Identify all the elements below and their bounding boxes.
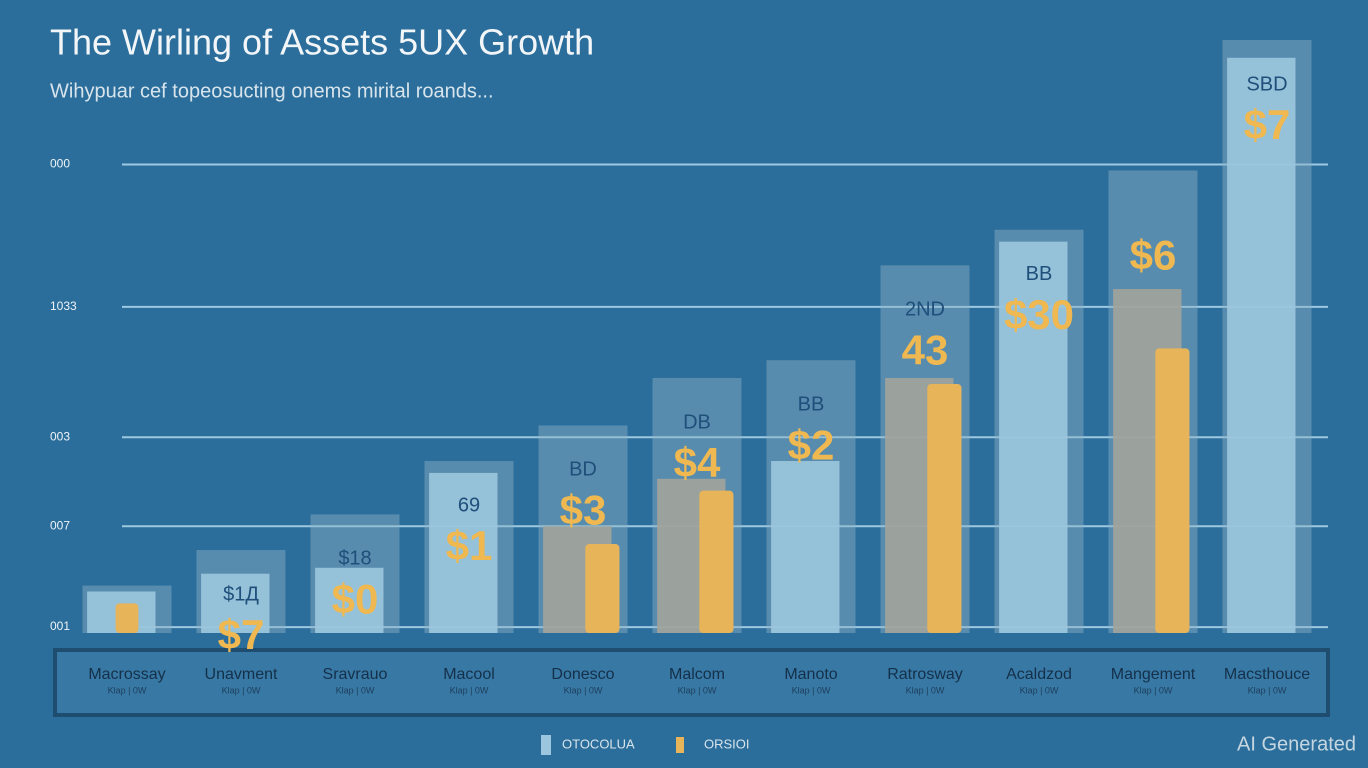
big-label: $30: [1004, 291, 1074, 338]
small-label: $1Д: [223, 583, 259, 605]
small-label: BB: [798, 394, 825, 416]
y-tick-label: 000: [50, 157, 70, 171]
small-label: $18: [338, 548, 371, 570]
x-tick-label: Malcom: [669, 666, 725, 683]
front-bar: [1227, 57, 1296, 634]
category-note: Klap | 0W: [108, 685, 147, 695]
x-tick-label: Sravrauo: [323, 666, 388, 683]
front-bar: [315, 567, 384, 633]
x-tick-label: Manoto: [784, 666, 837, 683]
x-tick-label: Donesco: [551, 666, 614, 683]
y-tick-label: 1033: [50, 299, 77, 313]
small-label: BB: [1026, 263, 1053, 285]
big-label: $4: [674, 439, 721, 486]
y-tick-label: 003: [50, 429, 70, 443]
category-note: Klap | 0W: [336, 685, 375, 695]
front-bar: [999, 241, 1068, 633]
category-note: Klap | 0W: [1020, 685, 1059, 695]
big-label: $7: [218, 611, 265, 658]
x-tick-label: Macrossay: [88, 666, 165, 683]
big-label: 43: [902, 326, 949, 373]
small-label: 69: [458, 494, 480, 516]
category-note: Klap | 0W: [1248, 685, 1287, 695]
legend-label: ORSIOI: [704, 736, 750, 751]
category-panel: [53, 648, 1330, 717]
x-tick-label: Acaldzod: [1006, 666, 1072, 683]
x-tick-label: Unavment: [205, 666, 278, 683]
watermark: AI Generated: [1237, 733, 1356, 755]
y-tick-label: 001: [50, 619, 70, 633]
x-tick-label: Mangement: [1111, 666, 1196, 683]
category-note: Klap | 0W: [450, 685, 489, 695]
category-note: Klap | 0W: [222, 685, 261, 695]
big-label: $3: [560, 487, 607, 534]
legend-label: OTOCOLUA: [562, 736, 635, 751]
small-label: BD: [569, 459, 597, 481]
small-label: SBD: [1246, 73, 1287, 95]
y-tick-label: 007: [50, 518, 70, 532]
category-note: Klap | 0W: [906, 685, 945, 695]
big-label: $0: [332, 575, 379, 622]
front-bar: [201, 573, 270, 633]
x-tick-label: Macool: [443, 666, 495, 683]
big-label: $6: [1130, 232, 1177, 279]
category-note: Klap | 0W: [792, 685, 831, 695]
gold-bar: [1155, 348, 1190, 633]
x-tick-label: Macsthouce: [1224, 666, 1310, 683]
chart-subtitle: Wihypuar cef topeosucting onems mirital …: [50, 80, 494, 102]
small-label: DB: [683, 411, 711, 433]
big-label: $7: [1244, 101, 1291, 148]
legend-swatch: [676, 737, 684, 753]
category-note: Klap | 0W: [1134, 685, 1173, 695]
legend-swatch: [541, 735, 551, 755]
front-bar: [771, 461, 840, 633]
gold-bar: [927, 383, 962, 633]
x-tick-label: Ratrosway: [887, 666, 963, 683]
chart-title: The Wirling of Assets 5UX Growth: [50, 22, 594, 63]
gold-bar: [585, 544, 620, 633]
small-label: 2ND: [905, 299, 945, 321]
gold-bar: [115, 603, 139, 633]
category-note: Klap | 0W: [564, 685, 603, 695]
category-note: Klap | 0W: [678, 685, 717, 695]
gold-bar: [699, 490, 734, 633]
big-label: $2: [788, 421, 835, 468]
big-label: $1: [446, 522, 493, 569]
front-bar: [429, 472, 498, 633]
